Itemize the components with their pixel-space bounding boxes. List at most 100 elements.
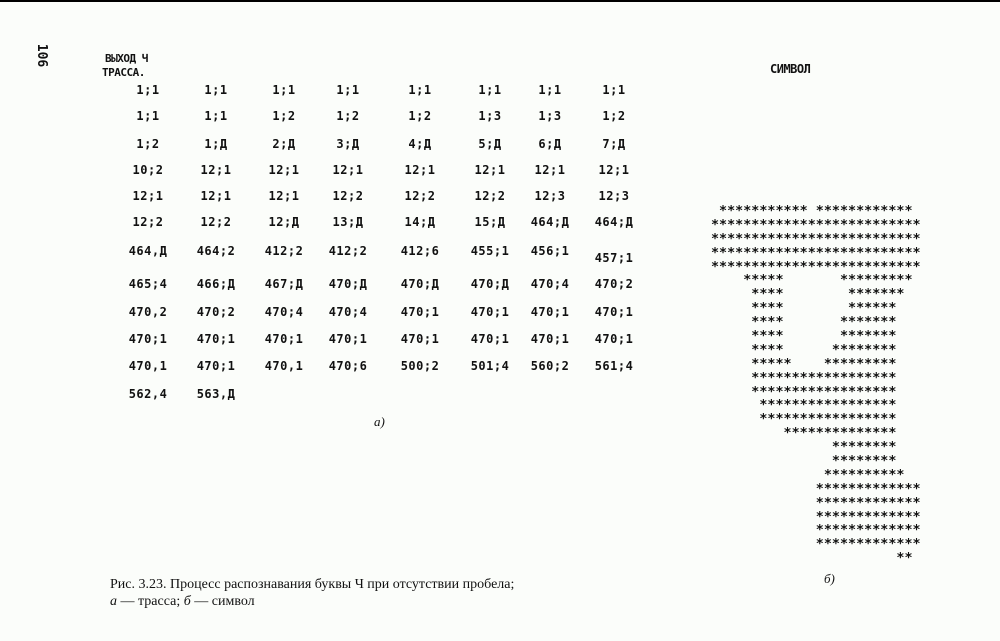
- trace-cell: 12;1: [200, 163, 232, 177]
- caption-b-text: — символ: [190, 594, 255, 609]
- trace-cell: 412;2: [264, 244, 304, 258]
- symbol-header: СИМВОЛ: [770, 62, 811, 76]
- symbol-asterisk-art: *********** ************ ****************…: [711, 205, 921, 566]
- figure-caption: Рис. 3.23. Процесс распознавания буквы Ч…: [110, 576, 514, 610]
- symbol-art-line: *************: [711, 481, 921, 497]
- trace-cell: 1;1: [336, 83, 360, 97]
- trace-cell: 470;2: [594, 277, 634, 291]
- trace-cell: 562,4: [128, 387, 168, 401]
- trace-cell: 12;1: [474, 163, 506, 177]
- trace-cell: 15;Д: [474, 215, 506, 229]
- trace-cell: 12;1: [268, 163, 300, 177]
- symbol-art-line: **** *******: [711, 287, 905, 303]
- trace-cell: 470,2: [128, 305, 168, 319]
- symbol-art-line: **************************: [711, 217, 921, 233]
- trace-cell: 1;1: [408, 83, 432, 97]
- trace-cell: 470;4: [328, 305, 368, 319]
- trace-cell: 1;Д: [204, 137, 228, 151]
- trace-cell: 412;2: [328, 244, 368, 258]
- symbol-art-line: *************: [711, 523, 921, 539]
- trace-cell: 12;1: [132, 189, 164, 203]
- caption-a-text: — трасса;: [117, 594, 184, 609]
- trace-cell: 1;1: [136, 109, 160, 123]
- symbol-art-line: *****************: [711, 398, 897, 414]
- symbol-art-line: *****************: [711, 412, 897, 428]
- trace-cell: 3;Д: [336, 137, 360, 151]
- trace-cell: 12;3: [534, 189, 566, 203]
- trace-cell: 470;1: [530, 332, 570, 346]
- trace-cell: 1;1: [478, 83, 502, 97]
- trace-cell: 1;2: [336, 109, 360, 123]
- trace-cell: 12;1: [534, 163, 566, 177]
- trace-cell: 470;1: [594, 332, 634, 346]
- trace-cell: 470;1: [196, 359, 236, 373]
- trace-cell: 14;Д: [404, 215, 436, 229]
- trace-cell: 561;4: [594, 359, 634, 373]
- trace-cell: 12;2: [332, 189, 364, 203]
- trace-cell: 470;Д: [328, 277, 368, 291]
- symbol-art-line: ***** *********: [711, 356, 897, 372]
- trace-cell: 456;1: [530, 244, 570, 258]
- trace-cell: 12;2: [404, 189, 436, 203]
- trace-cell: 470;4: [530, 277, 570, 291]
- symbol-art-line: **** ********: [711, 342, 897, 358]
- trace-cell: 563,Д: [196, 387, 236, 401]
- trace-cell: 470;1: [594, 305, 634, 319]
- trace-cell: 466;Д: [196, 277, 236, 291]
- trace-cell: 470;6: [328, 359, 368, 373]
- caption-line2: а — трасса; б — символ: [110, 593, 514, 610]
- trace-cell: 12;1: [404, 163, 436, 177]
- trace-cell: 1;1: [538, 83, 562, 97]
- page-number: 106: [34, 43, 50, 68]
- trace-cell: 12;1: [598, 163, 630, 177]
- trace-cell: 455;1: [470, 244, 510, 258]
- trace-cell: 1;2: [408, 109, 432, 123]
- symbol-art-line: ********: [711, 454, 897, 470]
- trace-cell: 560;2: [530, 359, 570, 373]
- trace-cell: 5;Д: [478, 137, 502, 151]
- trace-cell: 12;2: [132, 215, 164, 229]
- trace-cell: 1;1: [136, 83, 160, 97]
- caption-a: а: [110, 594, 117, 609]
- trace-cell: 1;1: [204, 83, 228, 97]
- trace-cell: 1;1: [272, 83, 296, 97]
- caption-line1: Рис. 3.23. Процесс распознавания буквы Ч…: [110, 577, 515, 592]
- trace-cell: 13;Д: [332, 215, 364, 229]
- symbol-art-line: **************************: [711, 231, 921, 247]
- trace-cell: 2;Д: [272, 137, 296, 151]
- caption-b: б: [183, 594, 191, 609]
- trace-cell: 467;Д: [264, 277, 304, 291]
- symbol-art-line: ********: [711, 440, 897, 456]
- trace-cell: 470;1: [264, 332, 304, 346]
- trace-cell: 470;1: [470, 305, 510, 319]
- trace-cell: 12;Д: [268, 215, 300, 229]
- trace-cell: 464;Д: [530, 215, 570, 229]
- trace-cell: 464;Д: [594, 215, 634, 229]
- trace-cell: 470;1: [470, 332, 510, 346]
- trace-cell: 470;2: [196, 305, 236, 319]
- trace-cell: 1;3: [538, 109, 562, 123]
- trace-cell: 470;1: [128, 332, 168, 346]
- trace-cell: 412;6: [400, 244, 440, 258]
- symbol-art-line: **************************: [711, 259, 921, 275]
- label-b: б): [824, 571, 835, 586]
- trace-cell: 470;Д: [470, 277, 510, 291]
- trace-cell: 470;4: [264, 305, 304, 319]
- trace-cell: 12;2: [474, 189, 506, 203]
- trace-cell: 470;1: [400, 305, 440, 319]
- symbol-art-line: **********: [711, 467, 905, 483]
- trace-cell: 12;2: [200, 215, 232, 229]
- trace-cell: 501;4: [470, 359, 510, 373]
- trace-cell: 12;3: [598, 189, 630, 203]
- trace-cell: 4;Д: [408, 137, 432, 151]
- symbol-art-line: **************: [711, 426, 897, 442]
- symbol-art-line: *************: [711, 509, 921, 525]
- symbol-art-line: *********** ************: [711, 204, 913, 219]
- trace-cell: 12;1: [268, 189, 300, 203]
- trace-cell: 470;Д: [400, 277, 440, 291]
- trace-cell: 457;1: [594, 251, 634, 265]
- trace-cell: 12;1: [332, 163, 364, 177]
- trace-cell: 470,1: [128, 359, 168, 373]
- trace-cell: 464,Д: [128, 244, 168, 258]
- symbol-art-line: ******************: [711, 370, 897, 386]
